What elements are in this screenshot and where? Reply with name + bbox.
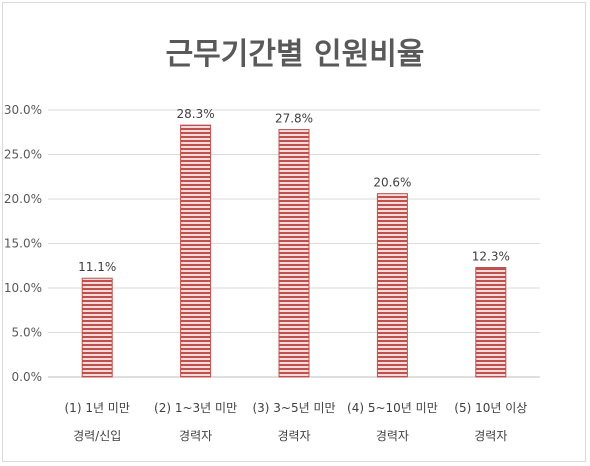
data-label: 27.8% bbox=[275, 112, 313, 126]
x-category-label: (3) 3~5년 미만 bbox=[252, 401, 335, 415]
bar bbox=[81, 277, 113, 378]
x-category-label: (1) 1년 미만 bbox=[65, 401, 130, 415]
data-label: 11.1% bbox=[78, 260, 116, 274]
y-tick-label: 20.0% bbox=[4, 192, 42, 206]
x-category-label: 경력자 bbox=[376, 429, 409, 443]
x-category-label: 경력자 bbox=[179, 429, 212, 443]
y-tick-label: 25.0% bbox=[4, 148, 42, 162]
y-axis-ticks: 0.0% 5.0% 10.0% 15.0% 20.0% 25.0% 30.0% bbox=[4, 103, 42, 384]
x-category-label: 경력자 bbox=[474, 429, 507, 443]
y-tick-label: 15.0% bbox=[4, 237, 42, 251]
x-category-label: (4) 5~10년 미만 bbox=[347, 401, 438, 415]
data-label: 12.3% bbox=[472, 250, 510, 264]
y-tick-label: 30.0% bbox=[4, 103, 42, 117]
y-tick-label: 5.0% bbox=[12, 326, 43, 340]
bars bbox=[81, 124, 507, 378]
y-tick-label: 10.0% bbox=[4, 281, 42, 295]
data-label: 20.6% bbox=[373, 176, 411, 190]
bar bbox=[475, 267, 507, 378]
x-category-label: (5) 10년 이상 bbox=[454, 401, 527, 415]
y-tick-label: 0.0% bbox=[12, 370, 43, 384]
bar bbox=[180, 124, 212, 378]
bar bbox=[376, 193, 408, 378]
x-category-label: (2) 1~3년 미만 bbox=[154, 401, 237, 415]
x-category-label: 경력/신입 bbox=[73, 429, 121, 443]
data-labels: 11.1% 28.3% 27.8% 20.6% 12.3% bbox=[78, 107, 510, 274]
chart-title: 근무기간별 인원비율 bbox=[166, 37, 425, 72]
x-category-label: 경력자 bbox=[277, 429, 310, 443]
bar bbox=[278, 129, 310, 378]
data-label: 28.3% bbox=[177, 107, 215, 121]
